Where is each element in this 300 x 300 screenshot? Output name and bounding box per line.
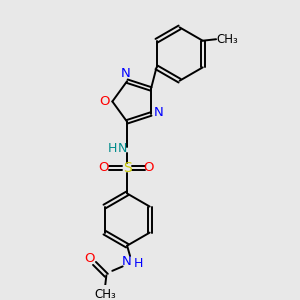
- Text: N: N: [121, 67, 130, 80]
- Text: O: O: [100, 95, 110, 108]
- Text: CH₃: CH₃: [94, 288, 116, 300]
- Text: H: H: [108, 142, 118, 155]
- Text: O: O: [143, 161, 154, 174]
- Text: H: H: [134, 257, 143, 270]
- Text: O: O: [84, 252, 94, 265]
- Text: O: O: [98, 161, 109, 174]
- Text: N: N: [122, 256, 132, 268]
- Text: N: N: [154, 106, 163, 119]
- Text: S: S: [123, 161, 131, 175]
- Text: N: N: [118, 142, 127, 155]
- Text: CH₃: CH₃: [217, 33, 238, 46]
